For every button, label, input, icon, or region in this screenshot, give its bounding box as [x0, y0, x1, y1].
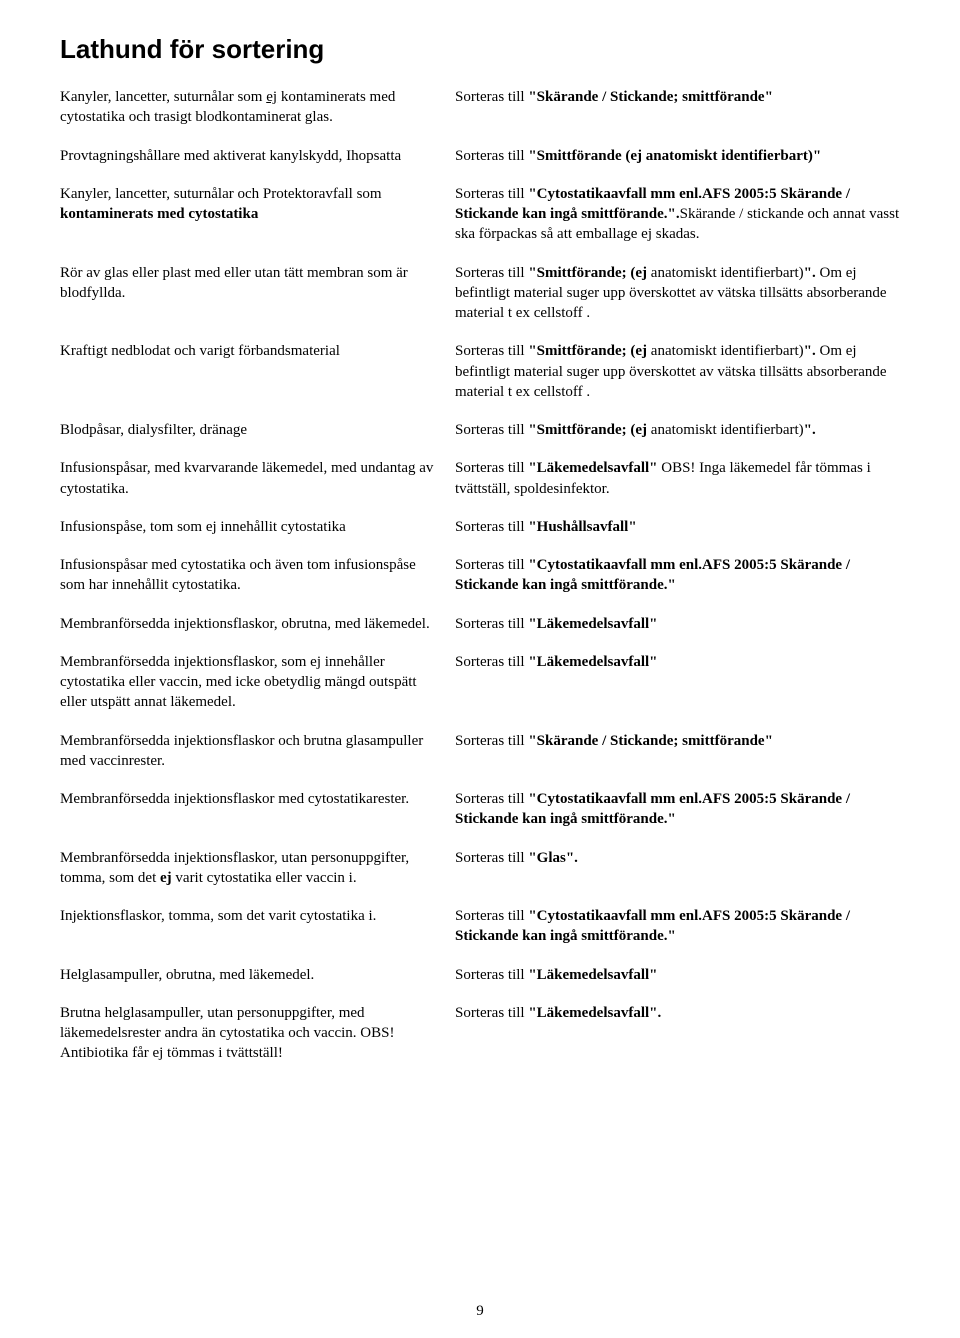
row-left: Membranförsedda injektionsflaskor, utan … [60, 848, 455, 889]
row-right: Sorteras till "Läkemedelsavfall" [455, 614, 900, 634]
row-left: Membranförsedda injektionsflaskor, som e… [60, 652, 455, 713]
table-row: Membranförsedda injektionsflaskor, obrut… [60, 614, 900, 634]
table-row: Kraftigt nedblodat och varigt förbandsma… [60, 341, 900, 402]
row-right: Sorteras till "Cytostatikaavfall mm enl.… [455, 184, 900, 245]
table-row: Membranförsedda injektionsflaskor med cy… [60, 789, 900, 830]
table-row: Membranförsedda injektionsflaskor, som e… [60, 652, 900, 713]
row-left: Helglasampuller, obrutna, med läkemedel. [60, 965, 455, 985]
table-row: Rör av glas eller plast med eller utan t… [60, 263, 900, 324]
row-right: Sorteras till "Skärande / Stickande; smi… [455, 87, 900, 107]
row-right: Sorteras till "Cytostatikaavfall mm enl.… [455, 906, 900, 947]
row-left: Provtagningshållare med aktiverat kanyls… [60, 146, 455, 166]
row-left: Membranförsedda injektionsflaskor, obrut… [60, 614, 455, 634]
table-row: Blodpåsar, dialysfilter, dränageSorteras… [60, 420, 900, 440]
row-left: Injektionsflaskor, tomma, som det varit … [60, 906, 455, 926]
row-right: Sorteras till "Läkemedelsavfall" OBS! In… [455, 458, 900, 499]
table-row: Infusionspåsar, med kvarvarande läkemede… [60, 458, 900, 499]
table-row: Infusionspåse, tom som ej innehållit cyt… [60, 517, 900, 537]
sorting-table: Kanyler, lancetter, suturnålar som ej ko… [60, 87, 900, 1064]
row-left: Infusionspåsar, med kvarvarande läkemede… [60, 458, 455, 499]
row-left: Membranförsedda injektionsflaskor och br… [60, 731, 455, 772]
row-right: Sorteras till "Smittförande; (ej anatomi… [455, 420, 900, 440]
row-right: Sorteras till "Cytostatikaavfall mm enl.… [455, 789, 900, 830]
row-left: Kanyler, lancetter, suturnålar som ej ko… [60, 87, 455, 128]
row-right: Sorteras till "Cytostatikaavfall mm enl.… [455, 555, 900, 596]
row-right: Sorteras till "Läkemedelsavfall". [455, 1003, 900, 1023]
table-row: Kanyler, lancetter, suturnålar och Prote… [60, 184, 900, 245]
table-row: Membranförsedda injektionsflaskor, utan … [60, 848, 900, 889]
row-left: Brutna helglasampuller, utan personuppgi… [60, 1003, 455, 1064]
row-left: Kanyler, lancetter, suturnålar och Prote… [60, 184, 455, 225]
table-row: Helglasampuller, obrutna, med läkemedel.… [60, 965, 900, 985]
row-right: Sorteras till "Skärande / Stickande; smi… [455, 731, 900, 751]
table-row: Provtagningshållare med aktiverat kanyls… [60, 146, 900, 166]
row-right: Sorteras till "Läkemedelsavfall" [455, 965, 900, 985]
document-page: Lathund för sortering Kanyler, lancetter… [0, 0, 960, 1338]
row-left: Blodpåsar, dialysfilter, dränage [60, 420, 455, 440]
row-right: Sorteras till "Smittförande; (ej anatomi… [455, 341, 900, 402]
page-title: Lathund för sortering [60, 34, 900, 65]
row-right: Sorteras till "Smittförande; (ej anatomi… [455, 263, 900, 324]
page-number: 9 [0, 1303, 960, 1320]
table-row: Infusionspåsar med cytostatika och även … [60, 555, 900, 596]
table-row: Membranförsedda injektionsflaskor och br… [60, 731, 900, 772]
row-right: Sorteras till "Läkemedelsavfall" [455, 652, 900, 672]
row-left: Kraftigt nedblodat och varigt förbandsma… [60, 341, 455, 361]
row-right: Sorteras till "Hushållsavfall" [455, 517, 900, 537]
table-row: Injektionsflaskor, tomma, som det varit … [60, 906, 900, 947]
row-right: Sorteras till "Glas". [455, 848, 900, 868]
row-right: Sorteras till "Smittförande (ej anatomis… [455, 146, 900, 166]
row-left: Infusionspåse, tom som ej innehållit cyt… [60, 517, 455, 537]
row-left: Membranförsedda injektionsflaskor med cy… [60, 789, 455, 809]
row-left: Rör av glas eller plast med eller utan t… [60, 263, 455, 304]
table-row: Brutna helglasampuller, utan personuppgi… [60, 1003, 900, 1064]
row-left: Infusionspåsar med cytostatika och även … [60, 555, 455, 596]
table-row: Kanyler, lancetter, suturnålar som ej ko… [60, 87, 900, 128]
